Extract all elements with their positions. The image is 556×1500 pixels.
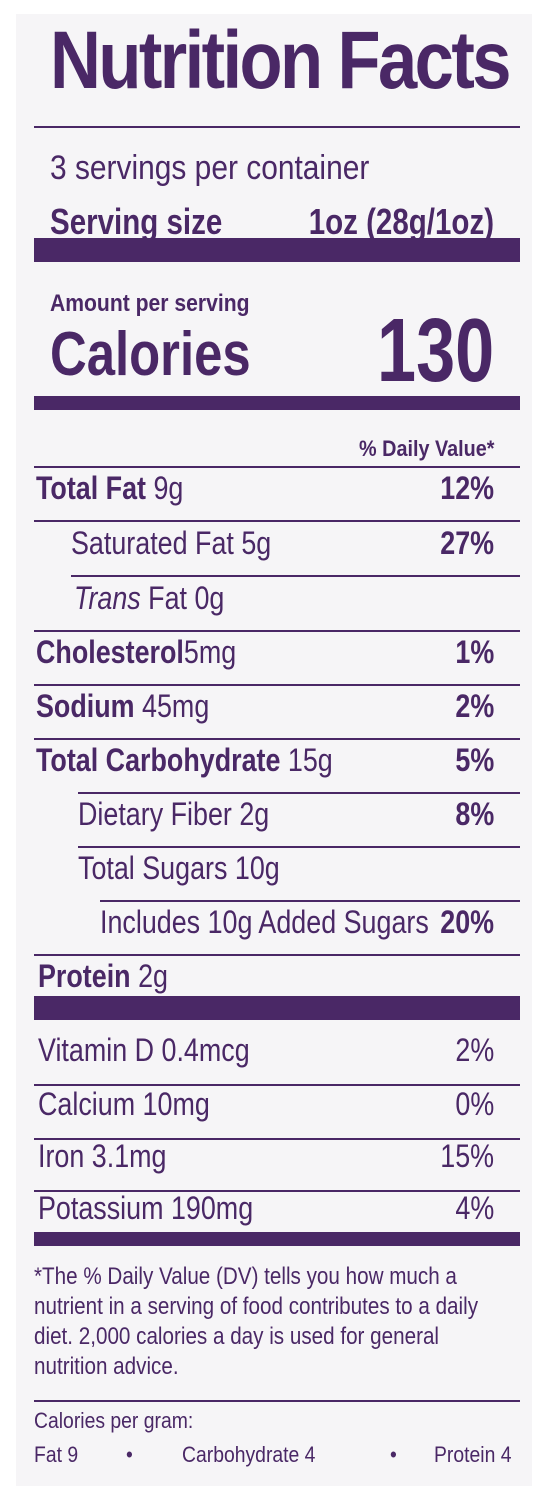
- row-rule: [71, 575, 520, 577]
- calories-per-gram-heading: Calories per gram:: [34, 1408, 194, 1433]
- row-rule: [34, 520, 520, 522]
- nutrient-row-protein: Protein 2g: [38, 960, 168, 992]
- footnote-line: nutrient in a serving of food contribute…: [34, 1293, 479, 1320]
- servings-per-container: 3 servings per container: [50, 149, 370, 187]
- vitamin-row-iron: Iron 3.1mg: [38, 1138, 167, 1174]
- nutrient-amount: 5mg: [183, 634, 237, 670]
- daily-value-header: % Daily Value*: [358, 436, 494, 461]
- amount-per-serving: Amount per serving: [50, 290, 250, 317]
- nutrient-row-total-carbohydrate: Total Carbohydrate 15g: [36, 744, 333, 776]
- nutrient-dv: 12%: [440, 470, 494, 506]
- calories-label: Calories: [50, 320, 251, 389]
- vitamin-dv: 4%: [455, 1190, 494, 1226]
- serving-size-label: Serving size: [50, 201, 223, 242]
- nutrient-name: Sodium: [36, 688, 135, 724]
- title-divider: [34, 126, 520, 128]
- row-rule: [34, 1084, 520, 1086]
- vitamin-row-potassium: Potassium 190mg: [38, 1190, 254, 1226]
- trans-italic: Trans: [74, 580, 141, 616]
- vitamin-row-calcium: Calcium 10mg: [38, 1086, 210, 1122]
- row-rule: [34, 1138, 520, 1140]
- medium-divider-bottom: [34, 1232, 520, 1246]
- nutrient-row-added-sugars: Includes 10g Added Sugars: [100, 904, 429, 940]
- cpg-separator: •: [126, 1442, 133, 1467]
- nutrition-title: Nutrition Facts: [50, 15, 511, 106]
- nutrient-amount: 15g: [287, 742, 333, 778]
- footnote-line: *The % Daily Value (DV) tells you how mu…: [34, 1263, 457, 1290]
- nutrient-dv: 27%: [440, 525, 494, 561]
- row-rule: [34, 954, 520, 956]
- vitamin-dv: 15%: [440, 1138, 494, 1174]
- row-rule: [34, 738, 520, 740]
- footnote: *The % Daily Value (DV) tells you how mu…: [34, 1262, 516, 1382]
- nutrient-name: Fat 0g: [148, 580, 225, 616]
- nutrient-row-trans-fat: Trans Fat 0g: [74, 582, 224, 614]
- thick-divider-vitamins: [34, 996, 520, 1020]
- row-rule: [78, 846, 520, 848]
- row-rule: [78, 792, 520, 794]
- nutrient-amount: 2g: [138, 958, 168, 994]
- serving-size-value: 1oz (28g/1oz): [308, 201, 494, 242]
- nutrient-name: Protein: [38, 958, 131, 994]
- cpg-carbohydrate: Carbohydrate 4: [182, 1442, 316, 1467]
- nutrient-dv: 8%: [455, 796, 494, 832]
- vitamin-dv: 0%: [455, 1086, 494, 1122]
- calories-value: 130: [376, 301, 494, 401]
- medium-divider: [34, 396, 520, 410]
- nutrient-dv: 2%: [455, 688, 494, 724]
- nutrition-facts-panel: Nutrition Facts 3 servings per container…: [16, 14, 532, 1486]
- nutrient-row-total-fat: Total Fat 9g: [36, 472, 183, 504]
- nutrient-name: Cholesterol: [36, 634, 184, 670]
- cpg-separator: •: [390, 1442, 397, 1467]
- vitamin-dv: 2%: [455, 1032, 494, 1068]
- nutrient-dv: 1%: [455, 634, 494, 670]
- nutrient-row-sodium: Sodium 45mg: [36, 690, 209, 722]
- nutrient-amount: 9g: [153, 470, 184, 506]
- nutrient-row-total-sugars: Total Sugars 10g: [78, 850, 280, 886]
- nutrient-row-dietary-fiber: Dietary Fiber 2g: [78, 796, 270, 832]
- vitamin-row-vitamin-d: Vitamin D 0.4mcg: [38, 1032, 250, 1068]
- row-rule: [34, 630, 520, 632]
- nutrient-row-saturated-fat: Saturated Fat 5g: [71, 525, 272, 561]
- nutrient-name: Total Carbohydrate: [36, 742, 281, 778]
- nutrient-amount: 45mg: [142, 688, 210, 724]
- footnote-line: nutrition advice.: [34, 1353, 179, 1380]
- thick-divider-top: [34, 238, 520, 262]
- row-rule: [100, 900, 520, 902]
- row-rule: [34, 1190, 520, 1192]
- nutrient-dv: 20%: [440, 904, 494, 940]
- rule-dv: [34, 466, 520, 468]
- footnote-rule: [34, 1400, 520, 1402]
- row-rule: [34, 684, 520, 686]
- nutrient-dv: 5%: [455, 742, 494, 778]
- nutrient-name: Total Fat: [36, 470, 147, 506]
- footnote-line: diet. 2,000 calories a day is used for g…: [34, 1323, 440, 1350]
- nutrient-row-cholesterol: Cholesterol5mg: [36, 636, 236, 668]
- cpg-protein: Protein 4: [434, 1442, 512, 1467]
- cpg-fat: Fat 9: [34, 1442, 79, 1467]
